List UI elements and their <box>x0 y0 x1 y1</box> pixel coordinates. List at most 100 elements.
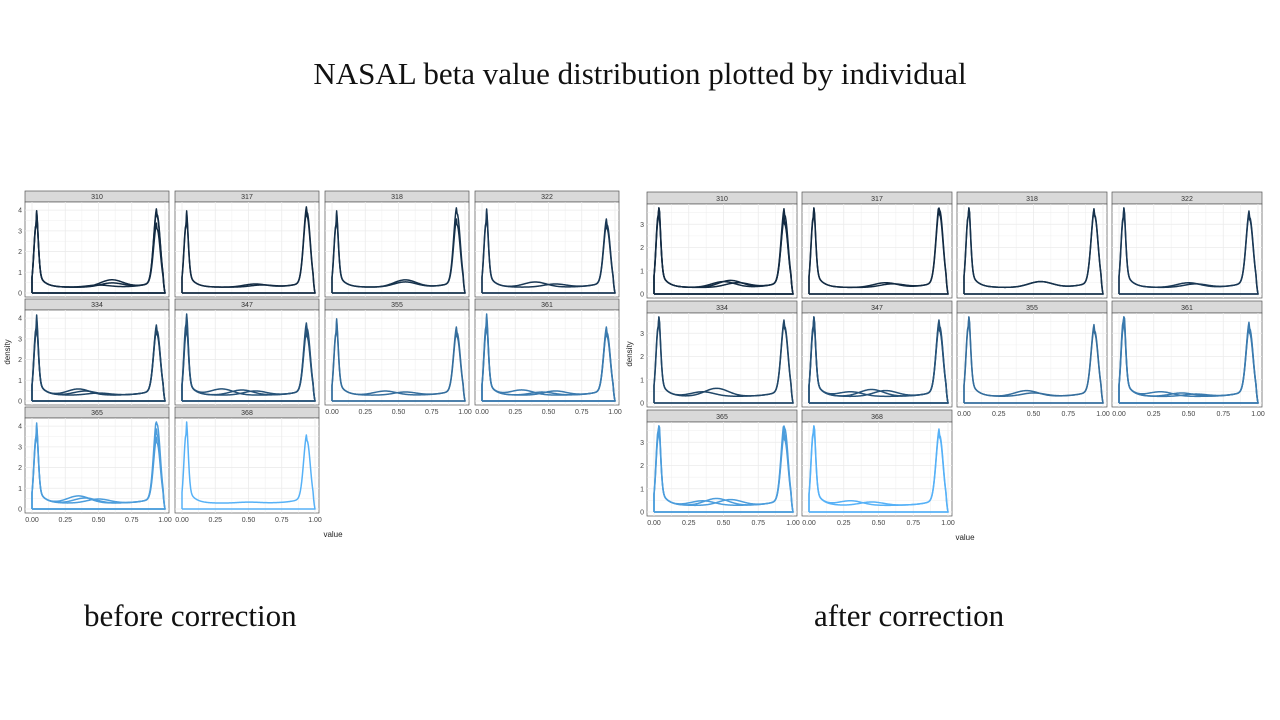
y-tick-label: 3 <box>640 222 644 229</box>
panel-background <box>174 309 320 406</box>
facet-panel-317: 317 <box>174 190 320 298</box>
x-tick-label: 0.50 <box>717 520 731 527</box>
after-correction-caption: after correction <box>814 598 1005 633</box>
x-tick-label: 0.75 <box>425 409 439 416</box>
x-tick-label: 0.75 <box>575 409 589 416</box>
facet-panel-347: 347 <box>801 300 953 408</box>
y-tick-label: 2 <box>640 354 644 361</box>
facet-panel-361: 361 <box>1111 300 1263 408</box>
x-tick-label: 0.75 <box>275 517 289 524</box>
facet-panel-310: 310 0 1 2 3 <box>640 191 798 299</box>
y-tick-label: 0 <box>640 292 644 299</box>
x-tick-label: 0.50 <box>242 517 256 524</box>
x-tick-label: 1.00 <box>458 409 472 416</box>
panel-background <box>24 201 170 298</box>
density-curve-317-2 <box>808 207 949 295</box>
x-tick-label: 0.50 <box>392 409 406 416</box>
facet-strip-label: 310 <box>716 196 728 203</box>
x-tick-label: 0.00 <box>802 520 816 527</box>
density-curve-368-2 <box>808 425 949 513</box>
facet-panel-361: 361 <box>474 298 620 406</box>
x-tick-label: 0.25 <box>1147 411 1161 418</box>
y-tick-label: 0 <box>640 510 644 517</box>
density-curve-310-3 <box>653 207 794 295</box>
panel-background <box>174 201 320 298</box>
facet-panel-318: 318 <box>956 191 1108 299</box>
x-tick-label: 0.75 <box>906 520 920 527</box>
density-curve-317-2 <box>181 210 316 294</box>
density-curve-365-3 <box>653 425 794 513</box>
facet-strip-label: 368 <box>871 414 883 421</box>
x-tick-label: 1.00 <box>608 409 622 416</box>
y-tick-label: 3 <box>18 228 22 235</box>
density-curve-322-2 <box>1118 207 1259 295</box>
density-curve-310-3 <box>31 210 166 294</box>
y-tick-label: 1 <box>18 378 22 385</box>
facet-strip-label: 318 <box>391 194 403 201</box>
facet-strip-label: 347 <box>871 305 883 312</box>
x-axis-title: value <box>323 530 343 539</box>
x-tick-label: 0.25 <box>682 520 696 527</box>
facet-strip-label: 365 <box>91 410 103 417</box>
x-tick-label: 0.50 <box>92 517 106 524</box>
facet-panel-322: 322 <box>474 190 620 298</box>
x-tick-label: 0.75 <box>1061 411 1075 418</box>
facet-panel-355: 355 <box>956 300 1108 408</box>
y-tick-label: 2 <box>640 463 644 470</box>
x-axis-title: value <box>955 533 975 542</box>
y-axis-title: density <box>625 341 634 366</box>
y-tick-label: 1 <box>18 486 22 493</box>
y-axis-title: density <box>3 339 12 364</box>
density-curve-347-3 <box>181 320 316 402</box>
facet-panel-365: 365 0 1 2 3 4 <box>18 406 170 514</box>
x-tick-label: 0.25 <box>58 517 72 524</box>
x-tick-label: 0.00 <box>25 517 39 524</box>
x-tick-label: 1.00 <box>1096 411 1110 418</box>
density-curve-355-2 <box>331 320 466 402</box>
density-curve-361-3 <box>1118 316 1259 404</box>
facet-panel-347: 347 <box>174 298 320 406</box>
y-tick-label: 3 <box>18 444 22 451</box>
x-tick-label: 1.00 <box>158 517 172 524</box>
density-curve-365-3 <box>31 424 166 510</box>
facet-panel-334: 334 0 1 2 3 4 <box>18 298 170 406</box>
x-tick-label: 0.75 <box>125 517 139 524</box>
density-curve-318-2 <box>963 207 1104 295</box>
y-tick-label: 3 <box>640 440 644 447</box>
y-tick-label: 3 <box>18 336 22 343</box>
x-tick-label: 0.50 <box>1027 411 1041 418</box>
x-tick-label: 1.00 <box>1251 411 1265 418</box>
facet-strip-label: 334 <box>91 302 103 309</box>
x-tick-label: 1.00 <box>786 520 800 527</box>
facet-strip-label: 355 <box>1026 305 1038 312</box>
y-tick-label: 4 <box>18 316 22 323</box>
y-tick-label: 1 <box>18 270 22 277</box>
facet-strip-label: 322 <box>541 194 553 201</box>
x-tick-label: 1.00 <box>941 520 955 527</box>
facet-panel-368: 368 <box>174 406 320 514</box>
x-tick-label: 0.50 <box>542 409 556 416</box>
page-title: NASAL beta value distribution plotted by… <box>313 56 967 91</box>
facet-strip-label: 317 <box>241 194 253 201</box>
density-curve-334-2 <box>653 316 794 404</box>
y-tick-label: 3 <box>640 331 644 338</box>
facet-strip-label: 310 <box>91 194 103 201</box>
density-curve-368-1 <box>181 421 316 510</box>
y-tick-label: 1 <box>640 268 644 275</box>
y-tick-label: 0 <box>18 507 22 514</box>
x-tick-label: 0.25 <box>992 411 1006 418</box>
facet-panel-365: 365 0 1 2 3 <box>640 409 798 517</box>
facet-strip-label: 347 <box>241 302 253 309</box>
density-curve-318-2 <box>331 212 466 294</box>
before-correction-caption: before correction <box>84 598 297 633</box>
facet-strip-label: 334 <box>716 305 728 312</box>
x-tick-label: 0.50 <box>1182 411 1196 418</box>
density-curve-322-2 <box>481 210 616 294</box>
x-tick-label: 0.75 <box>1216 411 1230 418</box>
facet-panel-334: 334 0 1 2 3 <box>640 300 798 408</box>
x-tick-label: 0.50 <box>872 520 886 527</box>
panel-background <box>474 309 620 406</box>
x-tick-label: 0.00 <box>647 520 661 527</box>
y-tick-label: 2 <box>18 357 22 364</box>
